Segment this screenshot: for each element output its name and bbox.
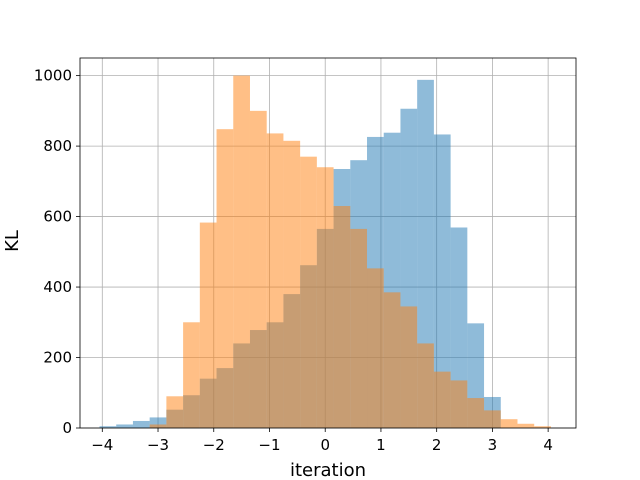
histogram-bar-series-1 (132, 420, 150, 428)
x-tick-label: −1 (258, 436, 280, 454)
histogram-bar-series-2 (367, 268, 384, 428)
histogram-bar-series-2 (283, 140, 301, 429)
histogram-bar-series-2 (400, 306, 418, 428)
y-tick-label: 1000 (34, 67, 72, 85)
histogram-bar-series-2 (350, 228, 368, 428)
histogram-bar-series-2 (233, 75, 250, 428)
histogram-bar-series-2 (149, 424, 167, 428)
histogram-bars (99, 75, 551, 429)
histogram-bar-series-1 (417, 79, 434, 428)
histogram-bar-series-1 (433, 134, 451, 428)
x-tick-label: −3 (147, 436, 169, 454)
y-axis-label: KL (2, 230, 23, 252)
histogram-bar-series-1 (99, 426, 117, 428)
y-tick-label: 200 (43, 349, 72, 367)
x-tick-label: 1 (376, 436, 386, 454)
histogram-bar-series-2 (183, 322, 200, 428)
y-tick-label: 400 (43, 278, 72, 296)
x-tick-label: 4 (543, 436, 553, 454)
histogram-bar-series-2 (166, 396, 184, 428)
y-tick-label: 800 (43, 137, 72, 155)
histogram-bar-series-2 (433, 371, 451, 428)
plot-frame (79, 57, 577, 429)
x-tick-label: 0 (320, 436, 330, 454)
histogram-bar-series-1 (116, 424, 133, 428)
x-tick-label: 3 (488, 436, 498, 454)
histogram-bar-series-2 (300, 156, 317, 428)
x-axis-ticks: −4 −3 −2 −1 0 1 2 3 4 (91, 428, 553, 454)
histogram-bar-series-2 (216, 129, 234, 428)
histogram-bar-series-2 (517, 423, 535, 428)
histogram-bar-series-2 (450, 380, 468, 428)
histogram-bar-series-2 (383, 292, 401, 428)
histogram-bar-series-2 (467, 398, 485, 428)
x-tick-label: 2 (432, 436, 442, 454)
histogram-bar-series-2 (316, 167, 334, 428)
histogram-bar-series-2 (534, 426, 551, 428)
histogram-bar-series-2 (484, 410, 501, 428)
histogram-bar-series-2 (417, 343, 434, 428)
histogram-bar-series-1 (450, 227, 468, 428)
histogram-bar-series-2 (333, 206, 351, 428)
y-tick-label: 600 (43, 208, 72, 226)
histogram-bar-series-1 (149, 417, 167, 428)
x-tick-label: −2 (203, 436, 225, 454)
histogram-bar-series-2 (500, 419, 518, 428)
histogram-bar-series-2 (266, 133, 284, 428)
histogram-bar-series-2 (249, 110, 267, 428)
histogram-bar-series-2 (199, 222, 217, 428)
y-tick-label: 0 (62, 419, 72, 437)
x-tick-label: −4 (91, 436, 113, 454)
x-axis-label: iteration (290, 460, 366, 480)
y-axis-ticks: 0 200 400 600 800 1000 (34, 67, 80, 437)
